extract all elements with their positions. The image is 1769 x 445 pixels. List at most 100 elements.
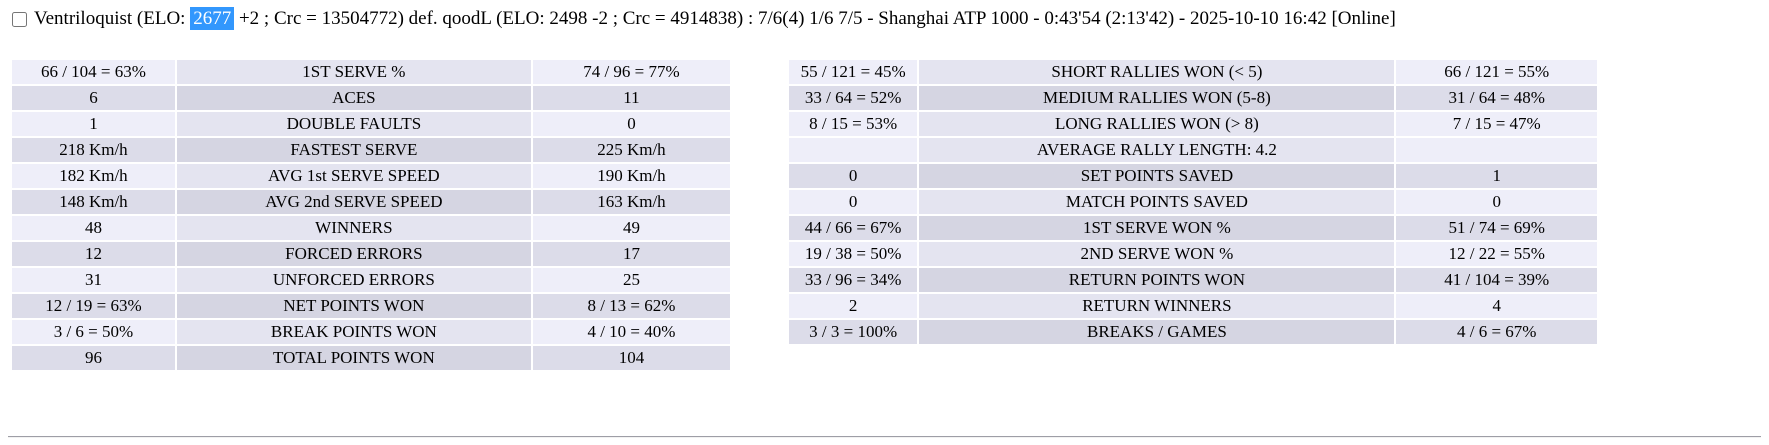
player1-value-cell: 12 / 19 = 63%	[12, 294, 175, 318]
player1-value-cell: 0	[789, 190, 918, 214]
stat-row: 55 / 121 = 45% SHORT RALLIES WON (< 5) 66 …	[789, 60, 1597, 84]
stat-label-cell: 1ST SERVE WON %	[919, 216, 1395, 240]
stat-row: 3 / 3 = 100% BREAKS / GAMES 4 / 6 = 67%	[789, 320, 1597, 344]
stat-row: 44 / 66 = 67% 1ST SERVE WON % 51 / 74 = 69…	[789, 216, 1597, 240]
player2-value-cell: 12 / 22 = 55%	[1396, 242, 1597, 266]
player2-value-cell: 17	[532, 242, 730, 266]
stat-row: 218 Km/h FASTEST SERVE 225 Km/h	[12, 138, 730, 162]
player2-value-cell: 4 / 6 = 67%	[1396, 320, 1597, 344]
player2-value-cell: 4 / 10 = 40%	[532, 320, 730, 344]
match-result-header: Ventriloquist (ELO: 2677 +2 ; Crc = 1350…	[12, 7, 1396, 30]
player2-value-cell: 0	[1396, 190, 1597, 214]
stat-row: AVERAGE RALLY LENGTH: 4.2	[789, 138, 1597, 162]
stat-label-cell: NET POINTS WON	[176, 294, 531, 318]
player1-value-cell: 148 Km/h	[12, 190, 175, 214]
stat-label-cell: 1ST SERVE %	[176, 60, 531, 84]
stat-row: 48 WINNERS 49	[12, 216, 730, 240]
stat-label-cell: 2ND SERVE WON %	[919, 242, 1395, 266]
stat-label-cell: AVG 2nd SERVE SPEED	[176, 190, 531, 214]
stat-label-cell: RETURN WINNERS	[919, 294, 1395, 318]
player2-value-cell: 74 / 96 = 77%	[532, 60, 730, 84]
match-select-checkbox[interactable]	[12, 11, 27, 27]
player2-value-cell: 41 / 104 = 39%	[1396, 268, 1597, 292]
player1-value-cell: 182 Km/h	[12, 164, 175, 188]
match-result-text: Ventriloquist (ELO: 2677 +2 ; Crc = 1350…	[34, 7, 1396, 30]
stat-label-cell: DOUBLE FAULTS	[176, 112, 531, 136]
player1-value-cell: 33 / 64 = 52%	[789, 86, 918, 110]
stat-row: 2 RETURN WINNERS 4	[789, 294, 1597, 318]
stat-label-cell: SHORT RALLIES WON (< 5)	[919, 60, 1395, 84]
stat-label-cell: MEDIUM RALLIES WON (5-8)	[919, 86, 1395, 110]
stat-row: 1 DOUBLE FAULTS 0	[12, 112, 730, 136]
player1-value-cell: 19 / 38 = 50%	[789, 242, 918, 266]
player2-value-cell: 31 / 64 = 48%	[1396, 86, 1597, 110]
match-text-pre: Ventriloquist (ELO:	[34, 8, 191, 29]
stat-label-cell: WINNERS	[176, 216, 531, 240]
stat-row: 33 / 64 = 52% MEDIUM RALLIES WON (5-8) 31 …	[789, 86, 1597, 110]
stat-label-cell: UNFORCED ERRORS	[176, 268, 531, 292]
stat-row: 6 ACES 11	[12, 86, 730, 110]
player1-value-cell	[789, 138, 918, 162]
player2-value-cell: 8 / 13 = 62%	[532, 294, 730, 318]
player1-value-cell: 33 / 96 = 34%	[789, 268, 918, 292]
stat-label-cell: TOTAL POINTS WON	[176, 346, 531, 370]
stat-label-cell: BREAKS / GAMES	[919, 320, 1395, 344]
stat-row: 0 SET POINTS SAVED 1	[789, 164, 1597, 188]
player1-value-cell: 48	[12, 216, 175, 240]
player1-value-cell: 44 / 66 = 67%	[789, 216, 918, 240]
player2-value-cell: 1	[1396, 164, 1597, 188]
stat-row: 12 / 19 = 63% NET POINTS WON 8 / 13 = 62%	[12, 294, 730, 318]
stat-row: 96 TOTAL POINTS WON 104	[12, 346, 730, 370]
bottom-divider	[8, 436, 1761, 438]
player1-value-cell: 12	[12, 242, 175, 266]
stat-row: 33 / 96 = 34% RETURN POINTS WON 41 / 104 =…	[789, 268, 1597, 292]
stat-row: 19 / 38 = 50% 2ND SERVE WON % 12 / 22 = 55…	[789, 242, 1597, 266]
player1-value-cell: 8 / 15 = 53%	[789, 112, 918, 136]
player1-value-cell: 3 / 3 = 100%	[789, 320, 918, 344]
player2-value-cell: 0	[532, 112, 730, 136]
player1-value-cell: 96	[12, 346, 175, 370]
player1-value-cell: 218 Km/h	[12, 138, 175, 162]
player2-value-cell: 25	[532, 268, 730, 292]
player1-value-cell: 3 / 6 = 50%	[12, 320, 175, 344]
stat-label-cell: FORCED ERRORS	[176, 242, 531, 266]
stat-row: 31 UNFORCED ERRORS 25	[12, 268, 730, 292]
stat-row: 8 / 15 = 53% LONG RALLIES WON (> 8) 7 / 15…	[789, 112, 1597, 136]
stat-row: 148 Km/h AVG 2nd SERVE SPEED 163 Km/h	[12, 190, 730, 214]
player2-value-cell	[1396, 138, 1597, 162]
player2-value-cell: 4	[1396, 294, 1597, 318]
match-text-post: +2 ; Crc = 13504772) def. qoodL (ELO: 24…	[234, 8, 1396, 29]
player2-value-cell: 11	[532, 86, 730, 110]
stat-row: 66 / 104 = 63% 1ST SERVE % 74 / 96 = 77%	[12, 60, 730, 84]
stat-row: 3 / 6 = 50% BREAK POINTS WON 4 / 10 = 40%	[12, 320, 730, 344]
player1-value-cell: 31	[12, 268, 175, 292]
stat-label-cell: RETURN POINTS WON	[919, 268, 1395, 292]
player1-value-cell: 55 / 121 = 45%	[789, 60, 918, 84]
player2-value-cell: 225 Km/h	[532, 138, 730, 162]
selected-text: 2677	[190, 7, 235, 30]
stat-row: 12 FORCED ERRORS 17	[12, 242, 730, 266]
stat-label-cell: LONG RALLIES WON (> 8)	[919, 112, 1395, 136]
stat-label-cell: FASTEST SERVE	[176, 138, 531, 162]
stat-label-cell: AVERAGE RALLY LENGTH: 4.2	[919, 138, 1395, 162]
player1-value-cell: 2	[789, 294, 918, 318]
player2-value-cell: 190 Km/h	[532, 164, 730, 188]
player2-value-cell: 104	[532, 346, 730, 370]
stat-label-cell: BREAK POINTS WON	[176, 320, 531, 344]
stat-label-cell: MATCH POINTS SAVED	[919, 190, 1395, 214]
stat-row: 0 MATCH POINTS SAVED 0	[789, 190, 1597, 214]
player2-value-cell: 49	[532, 216, 730, 240]
stat-label-cell: AVG 1st SERVE SPEED	[176, 164, 531, 188]
player1-value-cell: 0	[789, 164, 918, 188]
player1-value-cell: 6	[12, 86, 175, 110]
serve-stats-table: 66 / 104 = 63% 1ST SERVE % 74 / 96 = 77% 6 A…	[10, 58, 732, 372]
stat-label-cell: ACES	[176, 86, 531, 110]
rally-stats-table: 55 / 121 = 45% SHORT RALLIES WON (< 5) 66 …	[787, 58, 1599, 346]
player1-value-cell: 1	[12, 112, 175, 136]
player2-value-cell: 7 / 15 = 47%	[1396, 112, 1597, 136]
player2-value-cell: 51 / 74 = 69%	[1396, 216, 1597, 240]
player2-value-cell: 66 / 121 = 55%	[1396, 60, 1597, 84]
stat-label-cell: SET POINTS SAVED	[919, 164, 1395, 188]
player2-value-cell: 163 Km/h	[532, 190, 730, 214]
player1-value-cell: 66 / 104 = 63%	[12, 60, 175, 84]
